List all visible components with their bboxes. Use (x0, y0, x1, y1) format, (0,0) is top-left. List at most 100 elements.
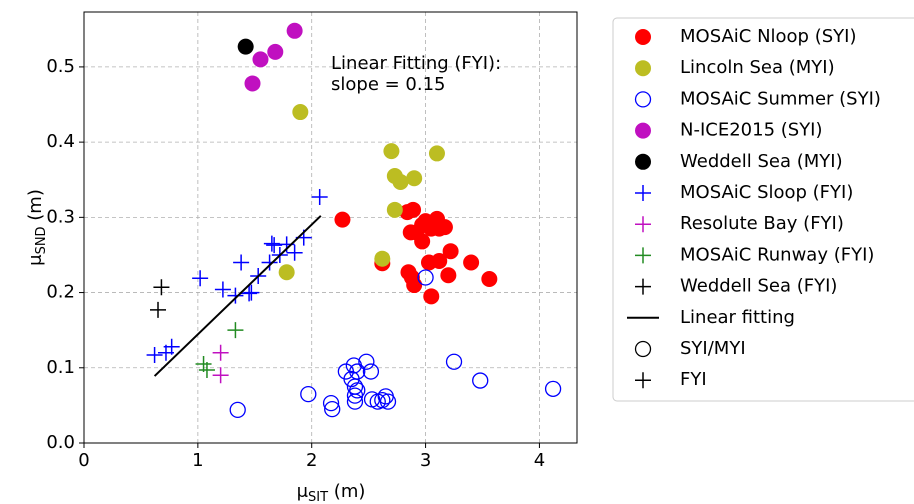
y-tick-label: 0.5 (46, 56, 75, 77)
point (463, 254, 480, 271)
point (379, 393, 397, 410)
legend-marker (634, 91, 652, 108)
point (266, 237, 283, 254)
fit-line (153, 215, 322, 377)
y-tick-label: 0.2 (46, 282, 75, 303)
axis-label: μSIT (m) (297, 481, 366, 504)
point (212, 367, 229, 384)
point (292, 104, 309, 121)
point (227, 322, 244, 339)
legend-marker (635, 60, 651, 77)
point (358, 353, 375, 370)
point (386, 201, 403, 218)
point (406, 277, 423, 294)
point (233, 254, 250, 271)
axis-label-part: SIT (308, 490, 328, 504)
point (481, 271, 498, 288)
point (472, 372, 489, 389)
point (334, 211, 351, 228)
legend-label: FYI (680, 369, 707, 390)
x-tick-label: 2 (306, 450, 317, 471)
legend-marker (635, 372, 651, 389)
point (286, 244, 303, 261)
legend-label: MOSAiC Nloop (SYI) (680, 26, 856, 47)
legend-marker (635, 216, 651, 233)
point (237, 38, 254, 55)
point (150, 301, 167, 318)
legend-marker (635, 122, 651, 139)
point (423, 288, 440, 305)
legend-label: Lincoln Sea (MYI) (680, 57, 835, 78)
point (383, 143, 400, 160)
axis-label-part: μ (297, 481, 309, 502)
point (445, 353, 463, 370)
y-tick-label: 0.0 (46, 432, 75, 453)
point (278, 264, 295, 281)
point (392, 173, 409, 190)
legend-label: Resolute Bay (FYI) (680, 213, 844, 234)
legend-marker (635, 278, 651, 295)
point (300, 385, 317, 403)
plot-area (146, 22, 562, 419)
point (405, 201, 422, 218)
point (286, 22, 303, 39)
annotation: Linear Fitting (FYI): (331, 53, 501, 74)
legend-label: Weddell Sea (MYI) (680, 151, 843, 172)
legend-label: SYI/MYI (680, 338, 746, 359)
point (346, 393, 364, 410)
point (324, 401, 341, 418)
point (241, 285, 258, 302)
legend-marker (635, 247, 651, 264)
axis-label-part: (m) (328, 481, 365, 502)
point (263, 235, 280, 252)
point (244, 75, 261, 92)
point (417, 269, 434, 286)
point (374, 250, 391, 267)
point (322, 394, 340, 412)
point (229, 401, 246, 419)
y-tick-label: 0.1 (46, 357, 75, 378)
legend-label: MOSAiC Sloop (FYI) (680, 182, 853, 203)
point (214, 281, 231, 298)
point (261, 254, 278, 271)
point (349, 363, 366, 380)
y-tick-label: 0.3 (46, 206, 75, 227)
point (212, 344, 229, 361)
point (440, 267, 457, 284)
y-tick-label: 0.4 (46, 131, 75, 152)
x-tick-label: 1 (192, 450, 203, 471)
point (146, 346, 163, 363)
axis-label-part: (m) (25, 189, 46, 226)
x-tick-label: 3 (420, 450, 431, 471)
point (414, 233, 431, 250)
legend-label: MOSAiC Summer (SYI) (680, 88, 881, 109)
point (349, 382, 366, 399)
point (267, 43, 284, 60)
axis-label-part: SND (34, 226, 49, 254)
plot-frame (83, 11, 578, 444)
point (311, 189, 328, 206)
legend-marker (634, 340, 652, 358)
point (431, 252, 448, 269)
point (227, 287, 244, 304)
x-tick-label: 0 (78, 450, 89, 471)
point (544, 380, 562, 397)
point (362, 363, 380, 380)
point (252, 51, 269, 68)
point (406, 170, 423, 187)
annotation: slope = 0.15 (331, 74, 446, 95)
legend-marker (635, 185, 651, 201)
legend-label: N-ICE2015 (SYI) (680, 120, 823, 141)
point (192, 270, 209, 287)
point (374, 391, 391, 409)
legend-marker (635, 153, 651, 170)
point (198, 362, 215, 379)
x-tick-label: 4 (534, 450, 545, 471)
point (243, 284, 260, 301)
legend-marker (635, 29, 651, 45)
point (153, 279, 170, 296)
axis-label-part: μ (25, 254, 46, 266)
point (436, 219, 453, 236)
point (442, 243, 459, 260)
